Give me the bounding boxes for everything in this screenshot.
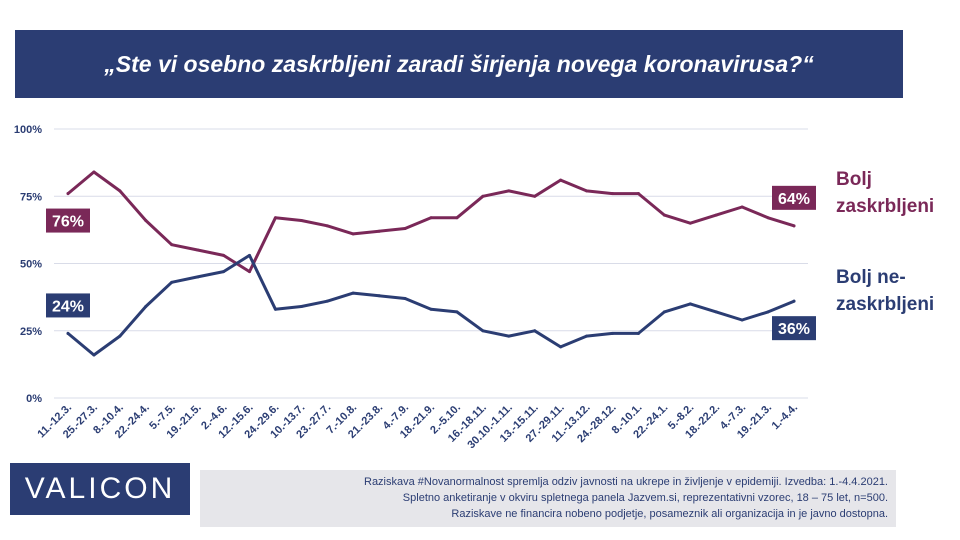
data-point — [662, 310, 666, 314]
y-tick-label: 100% — [14, 124, 42, 136]
data-point — [636, 331, 640, 335]
data-point — [222, 270, 226, 274]
data-point — [455, 216, 459, 220]
data-point — [144, 305, 148, 309]
data-point — [325, 299, 329, 303]
data-label-box — [772, 316, 816, 341]
data-point — [248, 253, 251, 257]
data-label-box — [46, 293, 90, 318]
data-point — [118, 334, 122, 338]
data-point — [585, 334, 589, 338]
data-point — [611, 192, 614, 196]
data-point — [481, 194, 485, 198]
data-point — [222, 253, 226, 257]
data-label-box — [772, 185, 816, 210]
data-point — [662, 213, 666, 217]
valicon-logo: VALICON — [10, 463, 190, 515]
series-line-0 — [66, 170, 796, 274]
title-banner: „Ste vi osebno zaskrbljeni zaradi širjen… — [15, 30, 903, 98]
data-point — [688, 302, 692, 306]
data-point — [533, 329, 537, 333]
data-point — [196, 248, 200, 252]
data-point — [92, 353, 96, 357]
line-chart: 0%25%50%75%100%11.-12.3.25.-27.3.8.-10.4… — [14, 124, 816, 451]
footnote-line-2: Spletno anketiranje v okviru spletnega p… — [402, 492, 888, 504]
data-point — [636, 192, 640, 196]
data-point — [299, 305, 303, 309]
footnote-line-1: Raziskava #Novanormalnost spremlja odziv… — [364, 476, 888, 488]
data-point — [351, 291, 355, 295]
data-point — [481, 329, 485, 333]
logo-text: VALICON — [24, 472, 176, 505]
data-point — [170, 243, 174, 247]
data-point — [559, 178, 563, 182]
data-point — [273, 216, 277, 220]
data-point — [429, 307, 433, 311]
data-point — [351, 232, 355, 236]
data-point — [248, 270, 251, 274]
y-tick-label: 50% — [20, 259, 42, 271]
data-point — [714, 310, 718, 314]
y-tick-label: 75% — [20, 191, 42, 203]
data-point — [740, 205, 744, 209]
data-point — [325, 224, 329, 228]
data-point — [714, 213, 718, 217]
data-label: 76% — [52, 214, 84, 231]
data-point — [196, 275, 200, 279]
data-point — [299, 218, 303, 222]
data-point — [118, 189, 122, 193]
data-point — [403, 296, 407, 300]
legend-concerned: Bolj zaskrbljeni — [836, 169, 935, 217]
data-point — [688, 221, 692, 225]
legend-not-concerned: Bolj ne- zaskrbljeni — [836, 267, 935, 315]
data-label: 36% — [778, 321, 810, 338]
data-point — [144, 218, 148, 222]
data-point — [766, 310, 770, 314]
data-point — [507, 189, 511, 193]
data-point — [429, 216, 433, 220]
series-line-1 — [66, 253, 796, 357]
footnote: Raziskava #Novanormalnost spremlja odziv… — [200, 470, 896, 527]
data-label: 64% — [778, 191, 810, 208]
data-point — [792, 224, 796, 228]
y-tick-label: 25% — [20, 326, 42, 338]
data-point — [792, 299, 796, 303]
data-label: 24% — [52, 298, 84, 315]
data-point — [66, 192, 70, 196]
data-point — [507, 334, 511, 338]
footnote-line-3: Raziskave ne financira nobeno podjetje, … — [451, 508, 888, 520]
data-label-box — [46, 208, 90, 233]
data-point — [66, 331, 70, 335]
data-point — [559, 345, 563, 349]
data-point — [740, 318, 744, 322]
x-tick-label: 1.-4.4. — [770, 402, 801, 433]
data-point — [455, 310, 459, 314]
data-point — [273, 307, 277, 311]
data-point — [92, 170, 96, 174]
data-point — [403, 227, 407, 231]
data-point — [533, 194, 537, 198]
data-point — [377, 229, 381, 233]
data-point — [585, 189, 589, 193]
chart-title: „Ste vi osebno zaskrbljeni zaradi širjen… — [104, 50, 814, 77]
data-point — [377, 294, 381, 298]
y-tick-label: 0% — [26, 393, 42, 405]
data-point — [766, 216, 770, 220]
data-point — [170, 280, 174, 284]
data-point — [611, 331, 614, 335]
